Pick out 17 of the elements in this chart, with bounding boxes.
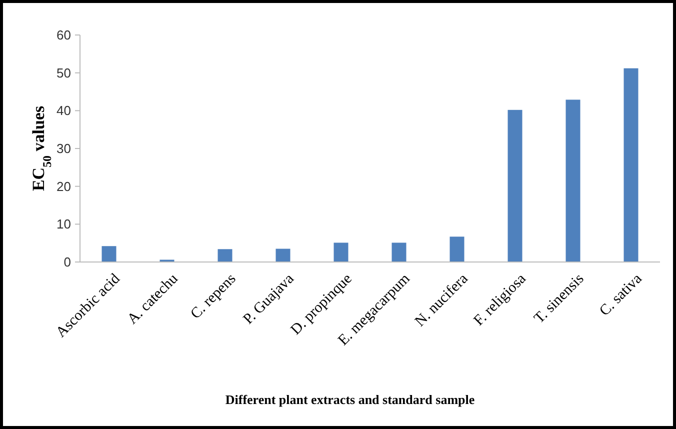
bar (508, 110, 522, 262)
bar (566, 100, 580, 262)
y-tick-label: 20 (56, 178, 71, 194)
y-tick-label: 10 (56, 216, 71, 232)
x-axis-title: Different plant extracts and standard sample (225, 392, 475, 407)
bar (624, 68, 638, 262)
bar (218, 249, 232, 262)
y-tick-label: 40 (56, 103, 71, 118)
y-tick-label: 60 (56, 28, 71, 43)
bar (276, 248, 290, 262)
bar (334, 242, 348, 262)
bar (450, 236, 464, 262)
y-tick-label: 50 (56, 65, 71, 80)
y-tick-label: 0 (64, 254, 71, 270)
bar (392, 242, 406, 262)
y-tick-label: 30 (56, 141, 71, 156)
bar (102, 246, 116, 262)
